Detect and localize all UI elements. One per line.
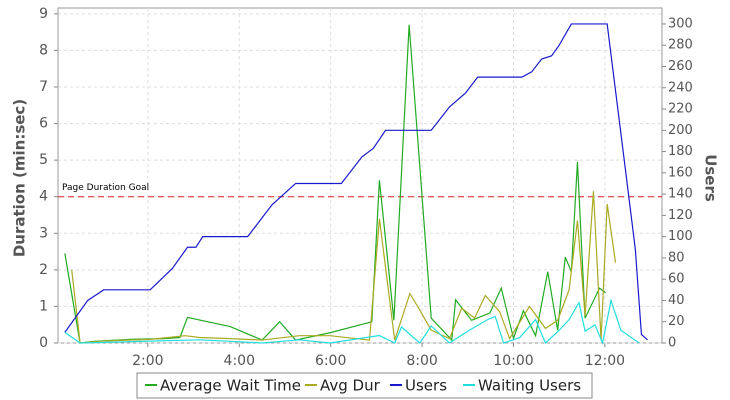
legend-label: Avg Dur (320, 377, 381, 395)
goal-label: Page Duration Goal (62, 183, 149, 193)
y-tick-label: 8 (39, 42, 48, 58)
y2-tick-label: 160 (668, 165, 693, 180)
legend-label: Average Wait Time (160, 377, 301, 395)
y2-tick-label: 60 (668, 272, 685, 287)
x-tick-label: 2:00 (132, 353, 163, 369)
x-tick-label: 8:00 (406, 353, 437, 369)
y2-tick-label: 280 (668, 38, 693, 53)
legend-label: Waiting Users (478, 377, 581, 395)
y-tick-label: 5 (39, 152, 48, 168)
y2-tick-label: 120 (668, 208, 693, 223)
series-line (64, 24, 607, 344)
series-line (64, 298, 640, 346)
y2-tick-label: 80 (668, 250, 685, 265)
y2-tick-label: 20 (668, 314, 685, 329)
x-tick-label: 12:00 (585, 353, 625, 369)
y-tick-label: 9 (39, 6, 48, 22)
legend (136, 372, 593, 399)
y2-tick-label: 140 (668, 187, 693, 202)
x-tick-label: 6:00 (315, 353, 346, 369)
y2-tick-label: 200 (668, 123, 693, 138)
y2-axis-label: Users (702, 154, 720, 202)
y2-tick-label: 240 (668, 80, 693, 95)
x-tick-label: 4:00 (224, 353, 255, 369)
y2-tick-label: 180 (668, 144, 693, 159)
y-tick-label: 6 (39, 116, 48, 132)
y-tick-label: 3 (39, 225, 48, 241)
y-tick-label: 7 (39, 79, 48, 95)
y2-tick-label: 0 (668, 336, 676, 351)
legend-label: Users (405, 377, 447, 395)
y-tick-label: 2 (39, 262, 48, 278)
y-tick-label: 1 (39, 298, 48, 314)
y2-tick-label: 300 (668, 16, 693, 31)
y2-tick-label: 220 (668, 102, 693, 117)
plot-frame (57, 7, 663, 344)
y-axis-label: Duration (min:sec) (11, 99, 29, 257)
series-line (64, 23, 648, 341)
y2-tick-label: 40 (668, 293, 685, 308)
x-tick-label: 10:00 (493, 353, 533, 369)
y-tick-label: 0 (39, 335, 48, 351)
y-tick-label: 4 (39, 189, 48, 205)
y2-tick-label: 260 (668, 59, 693, 74)
y2-tick-label: 100 (668, 229, 693, 244)
